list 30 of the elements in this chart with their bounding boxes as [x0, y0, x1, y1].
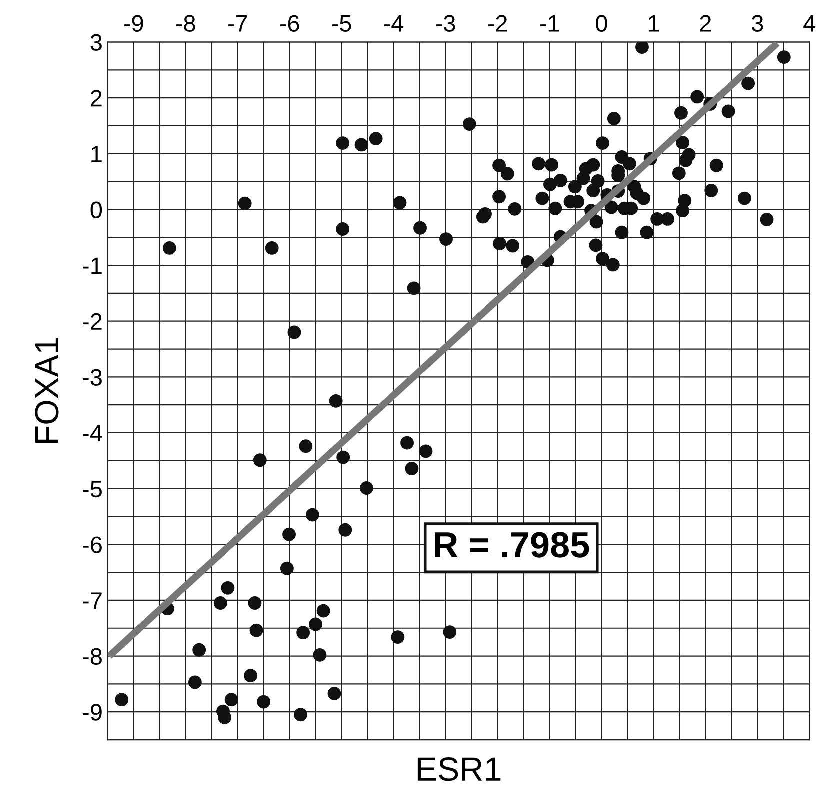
y-tick-label: 0	[90, 202, 102, 218]
x-tick-label: -7	[228, 16, 248, 32]
x-tick-label: -8	[176, 15, 196, 32]
y-tick-label: -5	[83, 481, 102, 498]
x-tick-label: -1	[540, 16, 560, 32]
y-tick-label: -8	[83, 648, 102, 666]
y-tick-label: 1	[92, 146, 102, 162]
x-tick-label: -6	[280, 15, 300, 32]
x-tick-label: -2	[488, 15, 508, 32]
x-tick-label: 3	[752, 15, 764, 32]
y-tick-label: -2	[83, 313, 102, 330]
y-tick-label: -4	[83, 425, 102, 442]
y-tick-label: -7	[83, 592, 102, 610]
x-tick-label: -9	[124, 15, 144, 32]
x-tick-label: -5	[332, 16, 352, 32]
y-tick-label: -1	[83, 258, 102, 274]
y-tick-label: -3	[83, 369, 102, 386]
x-tick-label: 2	[700, 15, 712, 32]
x-axis-title: ESR1	[418, 758, 501, 782]
y-tick-label: -6	[83, 536, 102, 554]
x-tick-label: 4	[804, 16, 816, 32]
y-tick-label: -9	[83, 704, 102, 721]
y-axis-title: FOXA1	[35, 338, 59, 444]
x-tick-label: -3	[436, 15, 456, 32]
x-tick-label: 0	[596, 15, 608, 32]
x-tick-label: -4	[384, 16, 404, 32]
annotation: R = .7985	[435, 532, 590, 558]
y-tick-label: 2	[91, 90, 102, 107]
y-tick-label: 3	[90, 34, 102, 52]
x-tick-label: 1	[648, 16, 660, 32]
